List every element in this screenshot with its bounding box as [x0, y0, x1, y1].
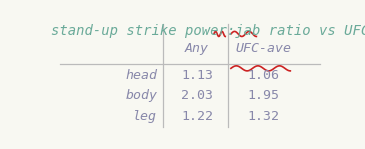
Text: stand-up strike power:jab ratio vs UFC ave: stand-up strike power:jab ratio vs UFC a… [51, 24, 365, 38]
Text: 1.22: 1.22 [181, 110, 213, 123]
Text: 1.06: 1.06 [247, 69, 280, 82]
Text: 1.95: 1.95 [247, 89, 280, 102]
Text: UFC-ave: UFC-ave [235, 42, 291, 55]
Text: 1.13: 1.13 [181, 69, 213, 82]
Text: head: head [125, 69, 157, 82]
Text: body: body [125, 89, 157, 102]
Text: 2.03: 2.03 [181, 89, 213, 102]
Text: 1.32: 1.32 [247, 110, 280, 123]
Text: Any: Any [185, 42, 209, 55]
Text: leg: leg [133, 110, 157, 123]
